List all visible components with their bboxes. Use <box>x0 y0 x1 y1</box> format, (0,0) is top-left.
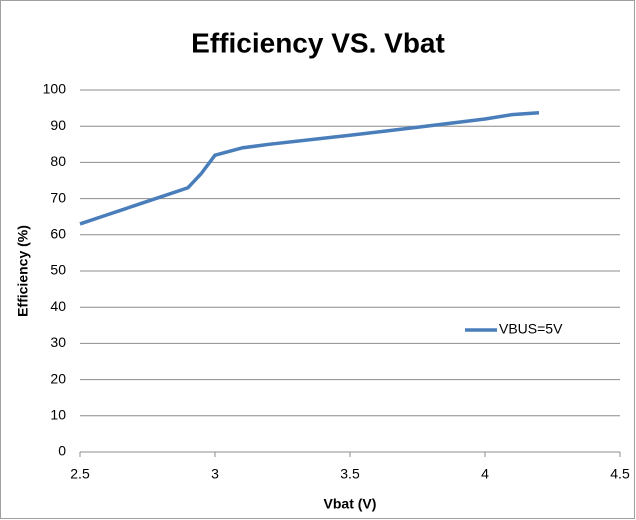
y-tick-label: 50 <box>50 262 66 278</box>
x-tick-label: 3 <box>211 466 219 482</box>
y-tick-label: 10 <box>50 407 66 423</box>
y-axis-label: Efficiency (%) <box>15 225 31 317</box>
y-tick-label: 80 <box>50 153 66 169</box>
y-tick-label: 90 <box>50 117 66 133</box>
x-tick-label: 4 <box>481 466 489 482</box>
legend-label: VBUS=5V <box>499 321 563 337</box>
x-axis-label: Vbat (V) <box>324 496 377 512</box>
y-tick-label: 70 <box>50 189 66 205</box>
y-tick-label: 20 <box>50 370 66 386</box>
chart-title: Efficiency VS. Vbat <box>191 27 445 58</box>
data-line <box>79 111 540 226</box>
y-tick-label: 0 <box>58 443 66 459</box>
y-tick-label: 30 <box>50 334 66 350</box>
y-tick-label: 100 <box>43 81 67 97</box>
x-tick-label: 3.5 <box>340 466 360 482</box>
y-tick-label: 60 <box>50 226 66 242</box>
x-tick-label: 4.5 <box>610 466 630 482</box>
y-tick-label: 40 <box>50 298 66 314</box>
x-tick-label: 2.5 <box>70 466 90 482</box>
